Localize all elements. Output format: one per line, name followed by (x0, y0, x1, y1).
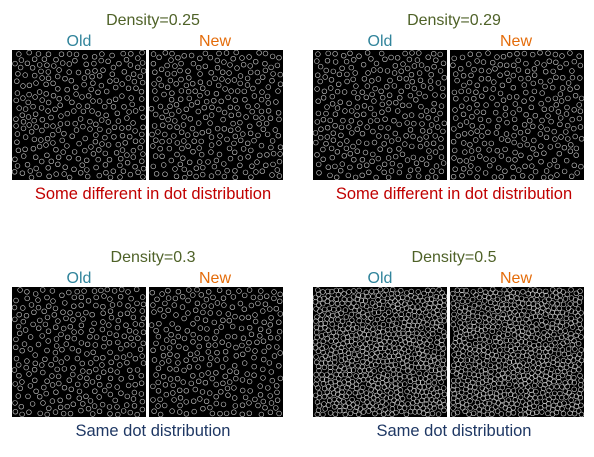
new-label: New (499, 270, 532, 287)
comparison-caption: Same dot distribution (376, 422, 532, 440)
dot-field (12, 287, 146, 417)
new-dot-image (450, 287, 584, 417)
new-label: New (499, 33, 532, 50)
old-label: Old (66, 33, 92, 50)
old-label: Old (367, 33, 393, 50)
old-label: Old (66, 270, 92, 287)
panel-density-0-5: Density=0.5 Old New Same dot distributio… (313, 241, 594, 441)
comparison-caption: Some different in dot distribution (335, 185, 573, 203)
new-label: New (198, 33, 231, 50)
dot-field (149, 287, 283, 417)
density-label: Density=0.5 (411, 249, 497, 266)
density-label: Density=0.3 (110, 249, 196, 266)
panel-density-0-3: Density=0.3 Old New Same dot distributio… (12, 241, 294, 441)
new-dot-image (149, 287, 283, 417)
new-dot-image (450, 50, 584, 180)
new-label: New (198, 270, 231, 287)
density-label: Density=0.29 (407, 12, 501, 29)
new-dot-image (149, 50, 283, 180)
old-dot-image (12, 50, 146, 180)
panel-density-0-29: Density=0.29 Old New Some different in d… (313, 4, 594, 204)
dot-field (12, 50, 146, 180)
panel-density-0-25: Density=0.25 Old New Some different in d… (12, 4, 294, 204)
comparison-caption: Some different in dot distribution (34, 185, 272, 203)
density-label: Density=0.25 (106, 12, 200, 29)
dot-field (450, 287, 584, 417)
old-dot-image (12, 287, 146, 417)
dot-field (313, 50, 447, 180)
old-label: Old (367, 270, 393, 287)
dot-field (450, 50, 584, 180)
comparison-caption: Same dot distribution (75, 422, 231, 440)
dot-field (313, 287, 447, 417)
old-dot-image (313, 50, 447, 180)
dot-field (149, 50, 283, 180)
old-dot-image (313, 287, 447, 417)
